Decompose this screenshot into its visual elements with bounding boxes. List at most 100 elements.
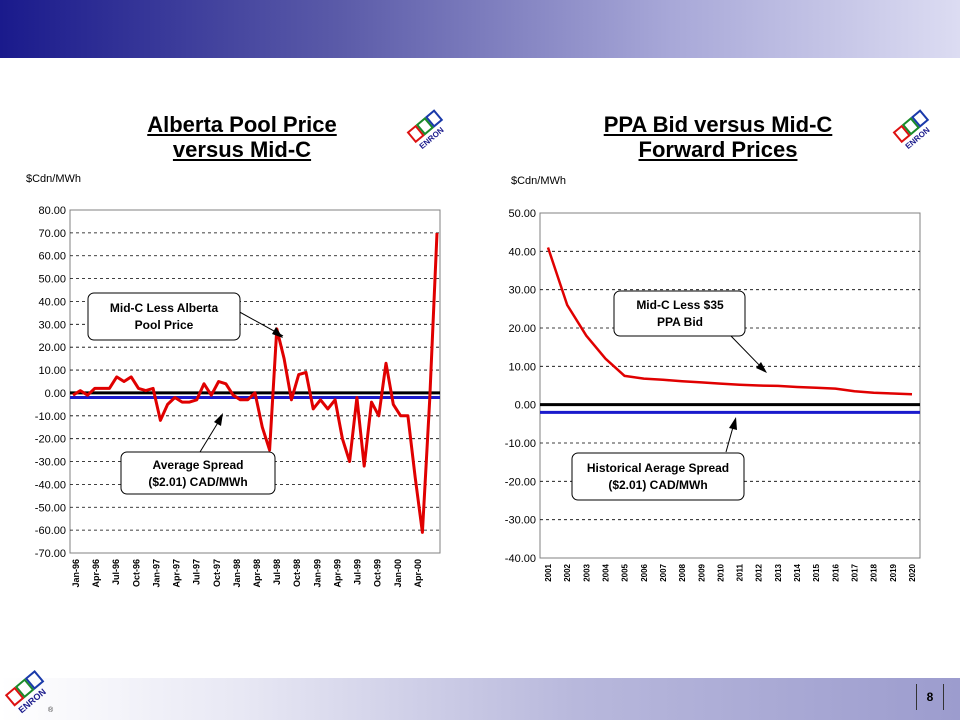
left-xtick-label: Apr-99 [332,559,342,588]
right-xtick-label: 2005 [621,563,630,581]
left-xtick-label: Oct-98 [292,559,302,587]
forward-spread-series-line [546,247,913,396]
left-ytick-label: 80.00 [38,205,66,217]
left-xtick-label: Jan-99 [312,559,322,588]
right-ytick-label: -10.00 [505,438,536,450]
enron-logo-left: ENRON [406,109,446,151]
left-ytick-label: -50.00 [35,502,66,514]
right-lower-callout-line2: ($2.01) CAD/MWh [608,478,707,492]
right-xtick-label: 2019 [889,563,898,581]
right-xtick-label: 2010 [716,563,725,581]
ppa-bid-chart: 50.00 40.00 30.00 20.00 10.00 0.00 -10.00 -20.0… [505,208,921,582]
right-xtick-label: 2002 [563,563,572,581]
left-ytick-label: 70.00 [38,228,66,240]
right-xtick-label: 2009 [697,563,706,581]
left-ytick-label: -30.00 [35,457,66,469]
registered-mark: ® [48,706,54,714]
left-xtick-label: Apr-98 [252,559,262,588]
right-upper-callout-box [613,290,746,337]
left-xtick-label: Oct-97 [212,559,222,587]
left-xtick-label: Oct-96 [131,559,141,587]
right-xtick-label: 2007 [659,563,668,581]
alberta-pool-chart: 80.00 70.00 60.00 50.00 40.00 30.00 20.00 10.00… [35,205,441,588]
left-ytick-label: 40.00 [38,296,66,308]
left-upper-callout-line2: Pool Price [135,318,194,332]
right-xtick-label: 2011 [736,563,745,581]
right-xtick-label: 2020 [908,563,917,581]
left-ytick-label: 0.00 [45,388,66,400]
right-ytick-label: 30.00 [508,285,536,297]
right-xtick-label: 2015 [812,563,821,581]
left-plot-area [69,209,441,554]
left-xtick-label: Apr-00 [413,559,423,588]
left-ytick-label: 20.00 [38,342,66,354]
left-lower-callout-arrowhead [214,413,223,426]
right-ytick-label: -30.00 [505,515,536,527]
right-chart-unit: $Cdn/MWh [511,175,567,187]
right-xtick-label: 2001 [544,563,553,581]
right-lower-callout-box [571,452,745,501]
left-lower-callout-box [120,451,276,495]
right-chart-title-line1: PPA Bid versus Mid-C [603,112,833,137]
right-lower-callout-line1: Historical Aerage Spread [587,461,729,475]
right-ytick-label: 10.00 [508,361,536,373]
right-ytick-label: -20.00 [505,476,536,488]
right-upper-callout-line1: Mid-C Less $35 [636,298,724,312]
left-upper-callout-box [87,292,241,341]
left-xtick-label: Oct-99 [373,559,383,587]
left-lower-callout-line2: ($2.01) CAD/MWh [148,475,247,489]
right-lower-callout-arrowhead [729,417,737,430]
page-number: 8 [916,684,944,710]
left-ytick-label: -60.00 [35,525,66,537]
enron-logo-right: ENRON [892,109,932,151]
left-xtick-label: Jan-00 [393,559,403,588]
left-chart-unit: $Cdn/MWh [26,173,82,185]
right-xtick-label: 2017 [851,563,860,581]
right-xtick-label: 2008 [678,563,687,581]
left-chart-title-line1: Alberta Pool Price [147,112,337,137]
left-chart-title-line2: versus Mid-C [172,137,312,162]
header-bar [0,0,960,58]
right-xtick-label: 2012 [755,563,764,581]
right-upper-callout-line2: PPA Bid [657,315,703,329]
spread-series-line [72,232,439,534]
left-xtick-label: Jul-96 [111,559,121,585]
right-ytick-label: -40.00 [505,553,536,565]
right-xtick-label: 2004 [601,563,610,581]
left-lower-callout-line1: Average Spread [153,458,244,472]
right-ytick-label: 50.00 [508,208,536,220]
footer-bar [0,678,960,720]
left-ytick-label: 30.00 [38,319,66,331]
right-xtick-label: 2016 [831,563,840,581]
left-xtick-label: Jul-99 [353,559,363,585]
left-ytick-label: -20.00 [35,434,66,446]
left-upper-callout-arrowhead [272,327,283,338]
left-ytick-label: 50.00 [38,274,66,286]
left-chart-title: Alberta Pool Price versus Mid-C [112,112,372,162]
left-xtick-label: Apr-97 [172,559,182,588]
left-ytick-label: 60.00 [38,251,66,263]
left-ytick-label: 10.00 [38,365,66,377]
right-plot-area [539,212,921,559]
left-xtick-label: Apr-96 [91,559,101,588]
left-ytick-label: -70.00 [35,548,66,560]
right-ytick-label: 0.00 [515,400,536,412]
left-xtick-label: Jul-97 [192,559,202,585]
right-ytick-label: 20.00 [508,323,536,335]
right-xtick-label: 2003 [582,563,591,581]
right-xtick-label: 2014 [793,563,802,581]
right-xtick-label: 2006 [640,563,649,581]
right-chart-title: PPA Bid versus Mid-C Forward Prices [578,112,858,162]
left-ytick-label: -40.00 [35,479,66,491]
left-xtick-label: Jan-96 [71,559,81,588]
right-xtick-label: 2018 [870,563,879,581]
right-xtick-label: 2013 [774,563,783,581]
left-xtick-label: Jan-97 [151,559,161,588]
left-xtick-label: Jan-98 [232,559,242,588]
enron-logo-footer: ENRON ® [4,670,54,715]
right-chart-title-line2: Forward Prices [638,137,798,162]
right-upper-callout-arrowhead [756,362,767,373]
left-xtick-label: Jul-98 [272,559,282,585]
left-upper-callout-line1: Mid-C Less Alberta [110,301,219,315]
left-ytick-label: -10.00 [35,411,66,423]
